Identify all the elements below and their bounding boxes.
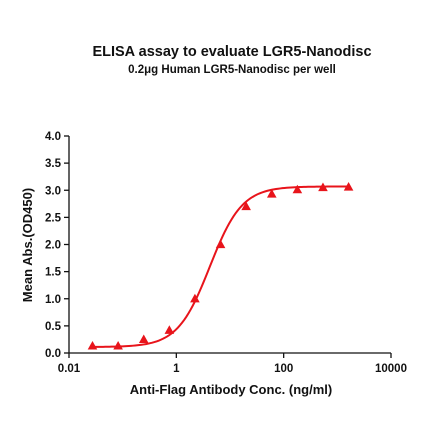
y-tick-label: 4.0 bbox=[45, 131, 61, 143]
x-tick-label: 10000 bbox=[375, 363, 407, 375]
y-tick-label: 1.5 bbox=[45, 267, 62, 279]
data-point bbox=[164, 325, 175, 334]
data-point bbox=[87, 340, 98, 350]
x-tick-label: 100 bbox=[274, 363, 293, 375]
fit-curve bbox=[92, 185, 349, 348]
y-axis-ticks: 0.0 0.5 1.0 1.5 2.0 2.5 3.0 3.5 4.0 bbox=[45, 131, 69, 360]
data-point bbox=[215, 239, 226, 249]
data-point bbox=[318, 182, 328, 192]
y-tick-label: 2.0 bbox=[45, 240, 61, 252]
x-axis-label: Anti-Flag Antibody Conc. (ng/ml) bbox=[130, 382, 332, 397]
data-point bbox=[138, 334, 149, 344]
data-point bbox=[343, 181, 354, 191]
y-tick-label: 2.5 bbox=[45, 212, 62, 224]
y-tick-label: 0.5 bbox=[45, 321, 62, 333]
x-tick-label: 1 bbox=[173, 363, 180, 375]
x-tick-label: 0.01 bbox=[58, 363, 81, 375]
chart-subtitle: 0.2μg Human LGR5-Nanodisc per well bbox=[128, 64, 336, 76]
y-axis-label: Mean Abs.(OD450) bbox=[20, 188, 35, 302]
data-point bbox=[292, 184, 303, 194]
data-point bbox=[266, 189, 277, 198]
data-points bbox=[87, 181, 354, 350]
y-tick-label: 1.0 bbox=[45, 294, 61, 306]
data-point bbox=[241, 201, 251, 211]
y-tick-label: 0.0 bbox=[45, 348, 61, 360]
chart-title: ELISA assay to evaluate LGR5-Nanodisc bbox=[92, 44, 371, 60]
y-tick-label: 3.5 bbox=[45, 158, 62, 170]
x-axis-ticks: 0.01 1 100 10000 bbox=[58, 353, 407, 375]
y-tick-label: 3.0 bbox=[45, 185, 61, 197]
axes: 0.0 0.5 1.0 1.5 2.0 2.5 3.0 3.5 4.0 0.01 1 100 1000… bbox=[45, 131, 407, 375]
data-point bbox=[190, 293, 200, 303]
data-point bbox=[113, 340, 123, 350]
